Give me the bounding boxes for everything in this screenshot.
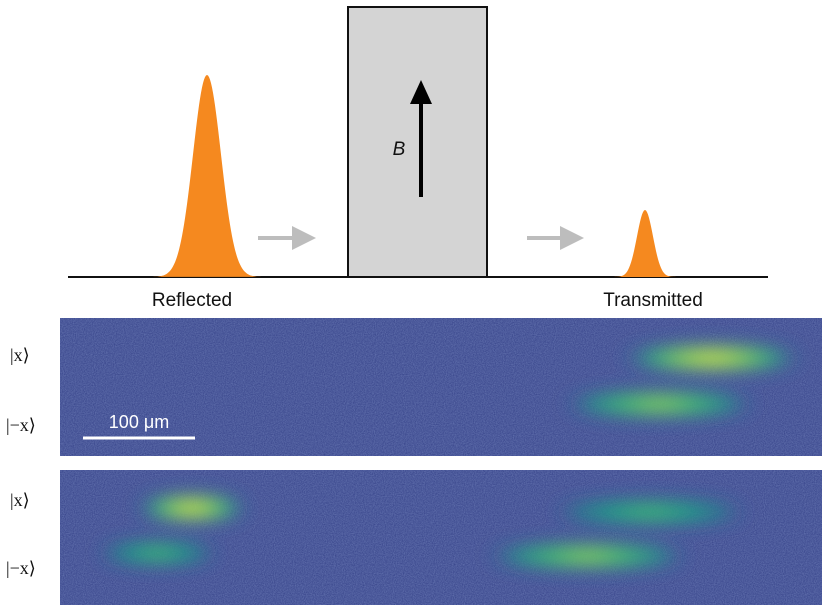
transmitted-packet [613, 210, 677, 277]
reflected-packet [151, 75, 263, 277]
image-panel: 100 μm [60, 318, 822, 456]
region-label: Transmitted [603, 290, 703, 311]
barrier [348, 7, 487, 277]
schematic: B Reflected Transmitted [68, 7, 768, 311]
figure: B Reflected Transmitted 100 μm |x⟩ |−x⟩ … [0, 0, 822, 605]
image-panel [60, 470, 822, 605]
state-label: |−x⟩ [6, 558, 36, 578]
region-label: Reflected [152, 290, 232, 311]
field-label: B [393, 139, 406, 160]
scale-label: 100 μm [109, 412, 169, 432]
state-label: |−x⟩ [6, 415, 36, 435]
state-label: |x⟩ [10, 345, 30, 365]
state-label: |x⟩ [10, 490, 30, 510]
